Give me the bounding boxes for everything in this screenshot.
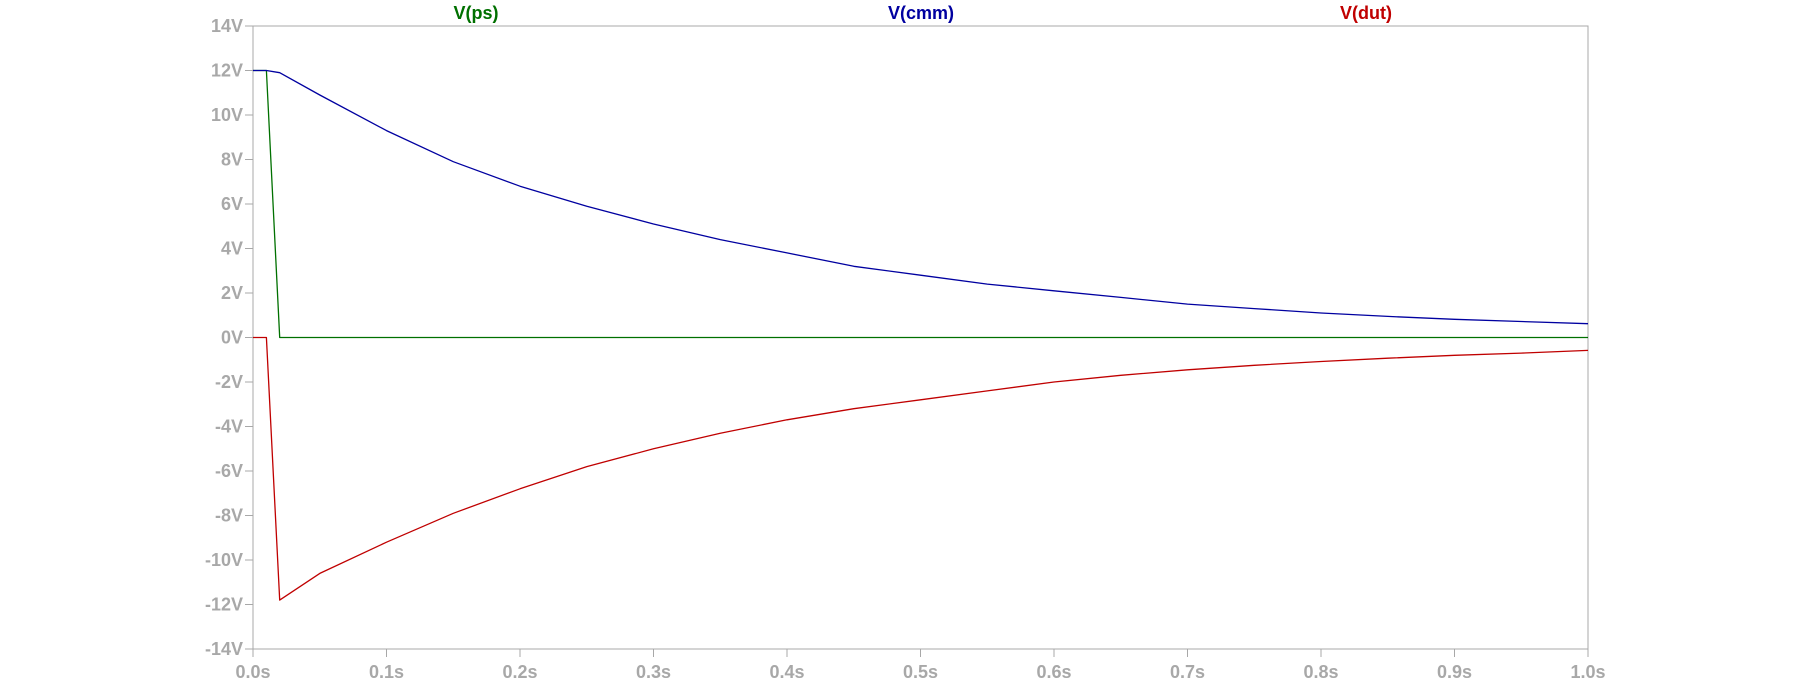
x-tick-label: 0.7s: [1170, 662, 1205, 682]
y-tick-label: -8V: [215, 506, 243, 526]
x-tick-label: 0.2s: [502, 662, 537, 682]
legend-entry: V(dut): [1340, 3, 1392, 23]
y-tick-label: 6V: [221, 194, 243, 214]
x-tick-label: 0.0s: [235, 662, 270, 682]
series-line-v-dut: [253, 336, 1589, 601]
y-tick-label: 4V: [221, 239, 243, 259]
y-tick-label: -14V: [205, 639, 243, 659]
series-layer: [253, 69, 1589, 601]
y-tick-label: -10V: [205, 550, 243, 570]
y-tick-label: -4V: [215, 417, 243, 437]
x-tick-label: 0.8s: [1303, 662, 1338, 682]
legend: V(ps) V(cmm) V(dut): [454, 3, 1392, 23]
y-tick-label: 0V: [221, 328, 243, 348]
series-line-v-cmm: [253, 69, 1589, 325]
x-tick-label: 1.0s: [1570, 662, 1605, 682]
y-tick-label: 8V: [221, 150, 243, 170]
x-tick-label: 0.3s: [636, 662, 671, 682]
series-line-v-ps: [253, 69, 1588, 339]
x-axis: 0.0s 0.1s 0.2s 0.3s 0.4s 0.5s 0.6s 0.7s 0.8s 0.9s…: [235, 649, 1606, 682]
legend-entry: V(cmm): [888, 3, 954, 23]
y-tick-label: 10V: [211, 105, 243, 125]
y-tick-label: -2V: [215, 372, 243, 392]
legend-entry: V(ps): [454, 3, 499, 23]
y-tick-label: 14V: [211, 16, 243, 36]
x-tick-label: 0.4s: [769, 662, 804, 682]
y-tick-label: 2V: [221, 283, 243, 303]
x-tick-label: 0.9s: [1437, 662, 1472, 682]
y-tick-label: 12V: [211, 61, 243, 81]
y-axis: 14V 12V 10V 8V 6V 4V 2V 0V -2V -4V -6V -8V -10V -12V -…: [205, 16, 253, 659]
x-tick-label: 0.6s: [1036, 662, 1071, 682]
x-tick-label: 0.5s: [903, 662, 938, 682]
y-tick-label: -6V: [215, 461, 243, 481]
x-tick-label: 0.1s: [369, 662, 404, 682]
y-tick-label: -12V: [205, 595, 243, 615]
